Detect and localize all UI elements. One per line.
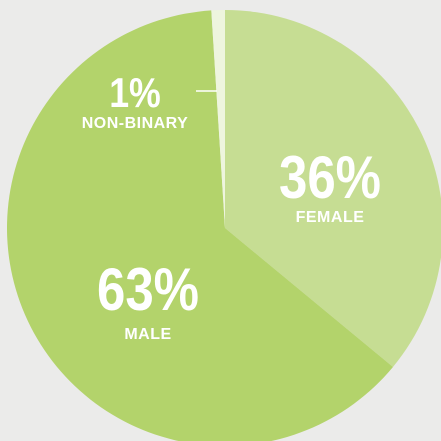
pie-slice [225,10,441,367]
value-label: 63% [97,256,199,323]
value-label: 1% [109,70,161,116]
pie-slice [7,10,393,441]
category-label: MALE [124,326,171,343]
value-label: 36% [279,144,381,211]
category-label: NON-BINARY [82,115,189,132]
category-label: FEMALE [296,209,365,226]
pie-slice [211,10,225,228]
